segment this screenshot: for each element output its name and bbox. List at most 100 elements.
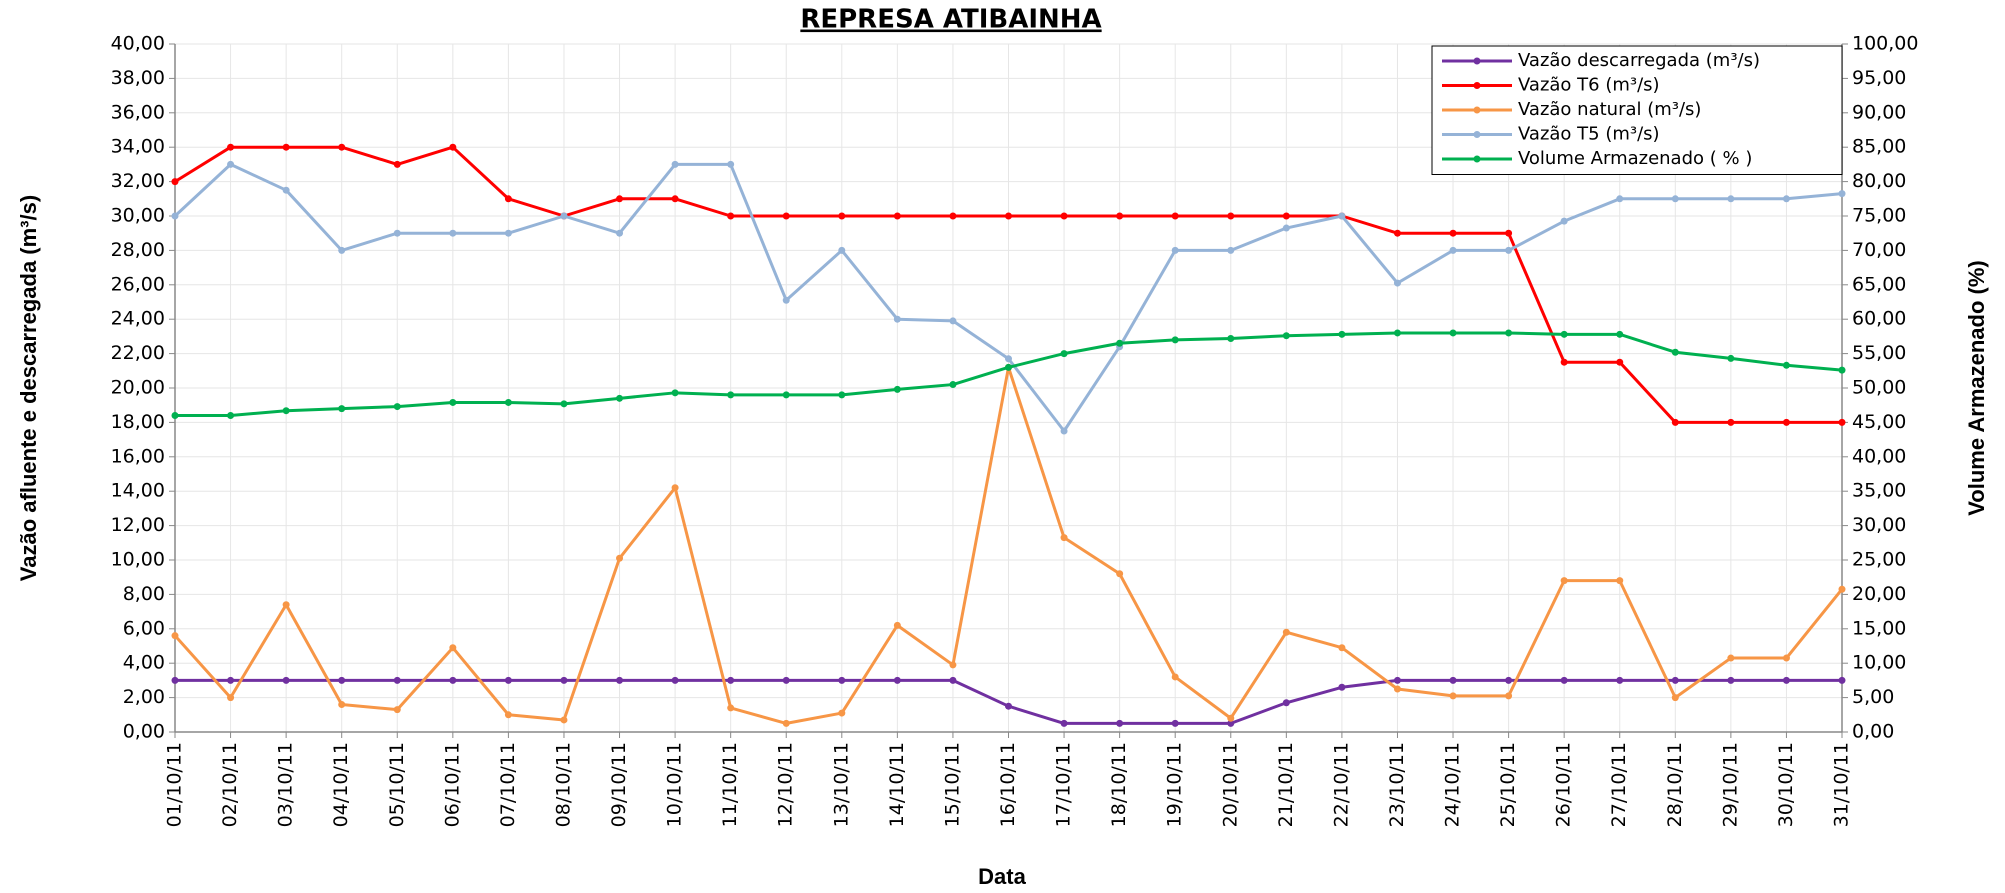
y2-tick-label: 60,00 — [1852, 308, 1906, 330]
data-point — [1116, 719, 1124, 727]
y2-tick-label: 75,00 — [1852, 205, 1906, 227]
data-point — [949, 676, 957, 684]
data-point — [1727, 676, 1735, 684]
y2-tick-label: 20,00 — [1852, 583, 1906, 605]
x-tick-label: 08/10/11 — [552, 742, 574, 827]
x-tick-label: 04/10/11 — [330, 742, 352, 827]
data-point — [449, 143, 457, 151]
data-point — [1338, 330, 1346, 338]
data-point — [1449, 229, 1457, 237]
y2-tick-label: 35,00 — [1852, 480, 1906, 502]
data-point — [1171, 246, 1179, 254]
y2-axis-title: Volume Armazenado (%) — [1964, 260, 1989, 515]
data-point — [1616, 358, 1624, 366]
y-axis-title: Vazão afluente e descarregada (m³/s) — [16, 195, 41, 581]
data-point — [782, 676, 790, 684]
data-point — [504, 711, 512, 719]
data-point — [560, 212, 568, 220]
y2-tick-label: 80,00 — [1852, 170, 1906, 192]
legend-marker — [1473, 106, 1481, 114]
data-point — [727, 704, 735, 712]
y2-tick-label: 100,00 — [1852, 33, 1918, 55]
data-point — [1838, 676, 1846, 684]
data-point — [616, 554, 624, 562]
y-tick-label: 30,00 — [111, 205, 165, 227]
legend-marker — [1473, 155, 1481, 163]
data-point — [1171, 673, 1179, 681]
data-point — [227, 160, 235, 168]
data-point — [782, 391, 790, 399]
y-tick-label: 0,00 — [123, 721, 165, 743]
data-point — [949, 381, 957, 389]
data-point — [1505, 329, 1513, 337]
data-point — [1282, 699, 1290, 707]
legend-label: Vazão T6 (m³/s) — [1518, 75, 1660, 96]
data-point — [893, 676, 901, 684]
x-tick-label: 26/10/11 — [1553, 742, 1575, 827]
data-point — [1616, 577, 1624, 585]
data-point — [282, 186, 290, 194]
data-point — [1338, 212, 1346, 220]
x-tick-label: 28/10/11 — [1664, 742, 1686, 827]
data-point — [1838, 585, 1846, 593]
legend-marker — [1473, 57, 1481, 65]
data-point — [1060, 719, 1068, 727]
x-tick-label: 20/10/11 — [1219, 742, 1241, 827]
data-point — [1505, 676, 1513, 684]
y-tick-label: 20,00 — [111, 377, 165, 399]
y-tick-label: 14,00 — [111, 480, 165, 502]
data-point — [1727, 195, 1735, 203]
legend-label: Vazão T5 (m³/s) — [1518, 124, 1660, 145]
data-point — [393, 676, 401, 684]
data-point — [1838, 418, 1846, 426]
data-point — [1782, 676, 1790, 684]
data-point — [671, 676, 679, 684]
x-tick-label: 01/10/11 — [164, 742, 186, 827]
y2-tick-label: 30,00 — [1852, 514, 1906, 536]
data-point — [449, 676, 457, 684]
x-tick-label: 15/10/11 — [941, 742, 963, 827]
x-tick-label: 18/10/11 — [1108, 742, 1130, 827]
x-tick-label: 06/10/11 — [441, 742, 463, 827]
data-point — [227, 676, 235, 684]
data-point — [1727, 354, 1735, 362]
data-point — [727, 160, 735, 168]
data-point — [949, 317, 957, 325]
data-point — [560, 716, 568, 724]
y2-tick-label: 50,00 — [1852, 377, 1906, 399]
data-point — [1449, 692, 1457, 700]
data-point — [1005, 355, 1012, 363]
y-tick-label: 36,00 — [111, 101, 165, 123]
y2-tick-label: 0,00 — [1852, 721, 1894, 743]
data-point — [1116, 570, 1124, 578]
data-point — [1782, 418, 1790, 426]
data-point — [1171, 336, 1179, 344]
data-point — [1671, 418, 1679, 426]
data-point — [838, 709, 846, 717]
x-axis-title: Data — [978, 864, 1026, 889]
x-tick-label: 27/10/11 — [1608, 742, 1630, 827]
data-point — [282, 143, 290, 151]
data-point — [1338, 683, 1346, 691]
x-tick-label: 25/10/11 — [1497, 742, 1519, 827]
x-tick-label: 09/10/11 — [608, 742, 630, 827]
data-point — [1616, 195, 1624, 203]
data-point — [838, 246, 846, 254]
data-point — [782, 296, 790, 304]
data-point — [616, 676, 624, 684]
y-tick-label: 6,00 — [123, 617, 165, 639]
data-point — [1005, 363, 1012, 371]
data-point — [1338, 644, 1346, 652]
data-point — [1282, 224, 1290, 232]
data-point — [338, 676, 346, 684]
y2-tick-label: 10,00 — [1852, 652, 1906, 674]
data-point — [671, 389, 679, 397]
y-tick-label: 12,00 — [111, 514, 165, 536]
data-point — [1449, 676, 1457, 684]
y-tick-label: 2,00 — [123, 686, 165, 708]
y-tick-label: 28,00 — [111, 239, 165, 261]
x-tick-label: 22/10/11 — [1330, 742, 1352, 827]
y-tick-label: 40,00 — [111, 33, 165, 55]
x-tick-label: 17/10/11 — [1053, 742, 1075, 827]
